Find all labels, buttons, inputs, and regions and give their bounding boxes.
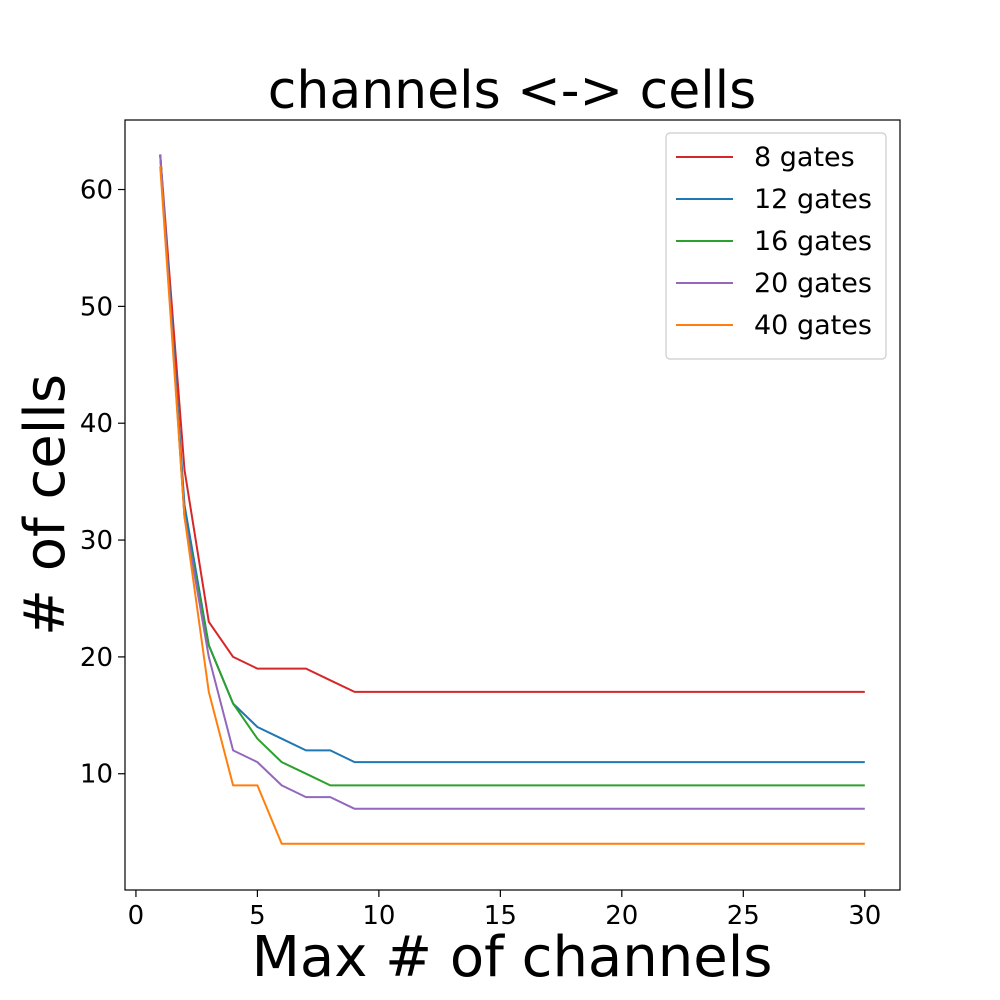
y-tick-label: 50 (80, 292, 113, 322)
y-tick-label: 60 (80, 176, 113, 206)
y-tick-label: 10 (80, 760, 113, 790)
x-tick-label: 25 (727, 901, 760, 931)
plot-frame (124, 119, 901, 891)
legend-label-1: 12 gates (754, 184, 872, 215)
x-tick-label: 10 (362, 901, 395, 931)
x-tick-label: 0 (128, 901, 145, 931)
legend-label-3: 20 gates (754, 268, 872, 299)
legend-label-0: 8 gates (754, 142, 855, 173)
x-tick-label: 30 (848, 901, 881, 931)
y-tick-label: 30 (80, 526, 113, 556)
y-axis: 10 20 30 40 50 60 (80, 176, 125, 790)
legend-box (665, 132, 887, 360)
y-axis-label: # of cells (13, 374, 78, 636)
x-tick-label: 20 (605, 901, 638, 931)
chart-title: channels <-> cells (268, 61, 756, 121)
series-line-2 (159, 154, 865, 787)
x-axis-label: Max # of channels (252, 925, 773, 990)
series-line-3 (159, 154, 865, 810)
y-tick-label: 20 (80, 643, 113, 673)
x-tick-label: 5 (249, 901, 266, 931)
legend-label-4: 40 gates (754, 310, 872, 341)
series-layer (159, 154, 865, 845)
series-line-4 (159, 166, 865, 845)
series-line-0 (159, 154, 865, 693)
x-tick-label: 15 (484, 901, 517, 931)
legend: 8 gates 12 gates 16 gates 20 gates 40 gates (665, 132, 887, 360)
legend-label-2: 16 gates (754, 226, 872, 257)
x-axis: 0 5 10 15 20 25 30 (128, 890, 881, 931)
series-line-1 (159, 154, 865, 764)
y-tick-label: 40 (80, 409, 113, 439)
